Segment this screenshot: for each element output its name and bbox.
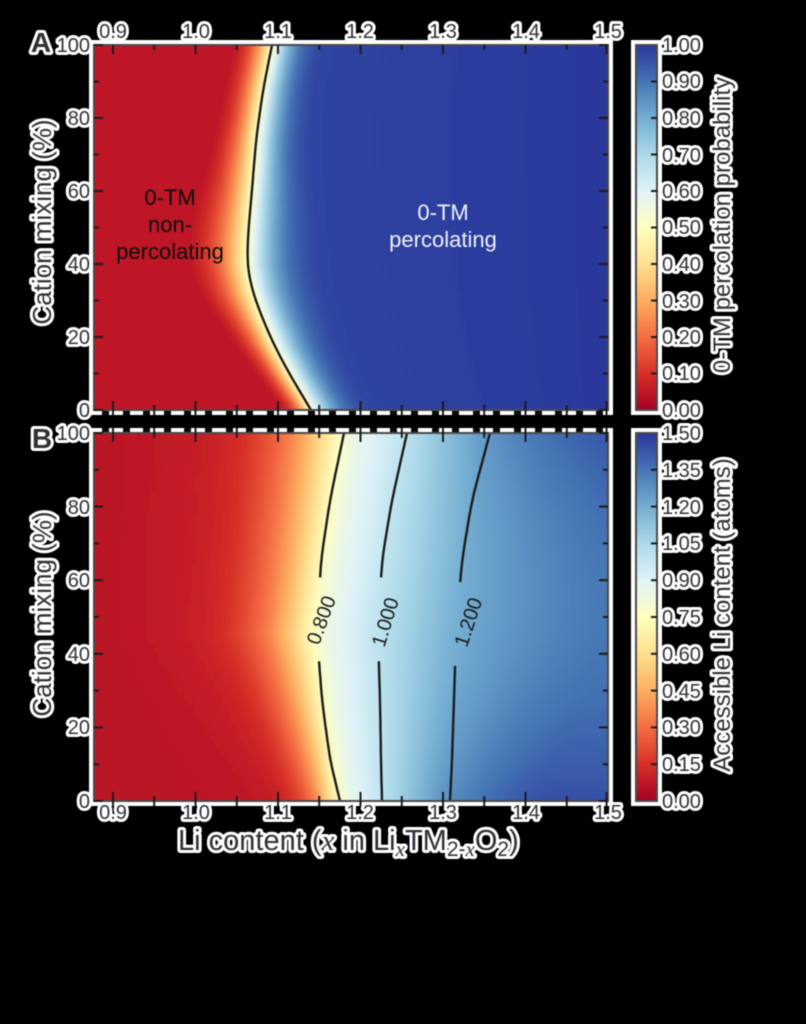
svg-text:0.00: 0.00 <box>662 400 701 422</box>
svg-text:A: A <box>31 27 51 58</box>
svg-text:0-TM: 0-TM <box>417 200 468 225</box>
svg-text:40: 40 <box>68 644 90 666</box>
svg-text:non-: non- <box>148 212 192 237</box>
svg-text:0.80: 0.80 <box>662 108 701 130</box>
svg-text:1.5: 1.5 <box>594 802 622 824</box>
svg-text:100: 100 <box>57 423 90 445</box>
svg-text:0.50: 0.50 <box>662 217 701 239</box>
svg-text:0.9: 0.9 <box>99 802 127 824</box>
svg-text:80: 80 <box>68 497 90 519</box>
svg-text:0.60: 0.60 <box>662 181 701 203</box>
svg-text:1.20: 1.20 <box>662 497 701 519</box>
svg-text:60: 60 <box>68 570 90 592</box>
svg-text:0.60: 0.60 <box>662 644 701 666</box>
svg-text:0: 0 <box>79 400 90 422</box>
svg-text:1.05: 1.05 <box>662 533 701 555</box>
svg-text:1.2: 1.2 <box>346 802 374 824</box>
svg-text:1.4: 1.4 <box>512 802 540 824</box>
svg-text:1.0: 1.0 <box>182 21 210 43</box>
svg-text:percolating: percolating <box>389 227 497 252</box>
svg-text:1.35: 1.35 <box>662 460 701 482</box>
svg-text:1.0: 1.0 <box>182 802 210 824</box>
svg-text:40: 40 <box>68 254 90 276</box>
svg-text:60: 60 <box>68 181 90 203</box>
svg-text:0.9: 0.9 <box>99 21 127 43</box>
svg-text:0.75: 0.75 <box>662 607 701 629</box>
svg-text:1.4: 1.4 <box>512 21 540 43</box>
svg-text:0-TM: 0-TM <box>144 185 195 210</box>
svg-text:0.40: 0.40 <box>662 254 701 276</box>
svg-text:100: 100 <box>57 35 90 57</box>
svg-text:0.90: 0.90 <box>662 570 701 592</box>
svg-text:0.30: 0.30 <box>662 291 701 313</box>
svg-text:Cation mixing (%): Cation mixing (%) <box>27 119 57 324</box>
svg-text:1.5: 1.5 <box>594 21 622 43</box>
svg-text:1.00: 1.00 <box>662 35 701 57</box>
svg-text:Cation mixing (%): Cation mixing (%) <box>27 511 57 716</box>
svg-text:0.30: 0.30 <box>662 717 701 739</box>
svg-text:20: 20 <box>68 327 90 349</box>
svg-text:20: 20 <box>68 717 90 739</box>
svg-text:0.00: 0.00 <box>662 791 701 813</box>
svg-text:1.1: 1.1 <box>264 802 292 824</box>
svg-text:1.2: 1.2 <box>346 21 374 43</box>
svg-text:0.10: 0.10 <box>662 363 701 385</box>
svg-text:percolating: percolating <box>116 239 224 264</box>
svg-text:0.20: 0.20 <box>662 327 701 349</box>
svg-text:1.3: 1.3 <box>429 21 457 43</box>
svg-text:B: B <box>32 423 52 454</box>
svg-text:1.50: 1.50 <box>662 423 701 445</box>
svg-text:0.45: 0.45 <box>662 681 701 703</box>
svg-text:0-TM percolation probability: 0-TM percolation probability <box>709 77 736 373</box>
svg-text:0.70: 0.70 <box>662 145 701 167</box>
svg-text:1.1: 1.1 <box>264 21 292 43</box>
svg-text:Accessible Li content (atoms): Accessible Li content (atoms) <box>709 458 736 771</box>
svg-text:0.15: 0.15 <box>662 754 701 776</box>
svg-text:80: 80 <box>68 108 90 130</box>
svg-text:1.3: 1.3 <box>429 802 457 824</box>
svg-text:0: 0 <box>79 791 90 813</box>
svg-text:0.90: 0.90 <box>662 71 701 93</box>
